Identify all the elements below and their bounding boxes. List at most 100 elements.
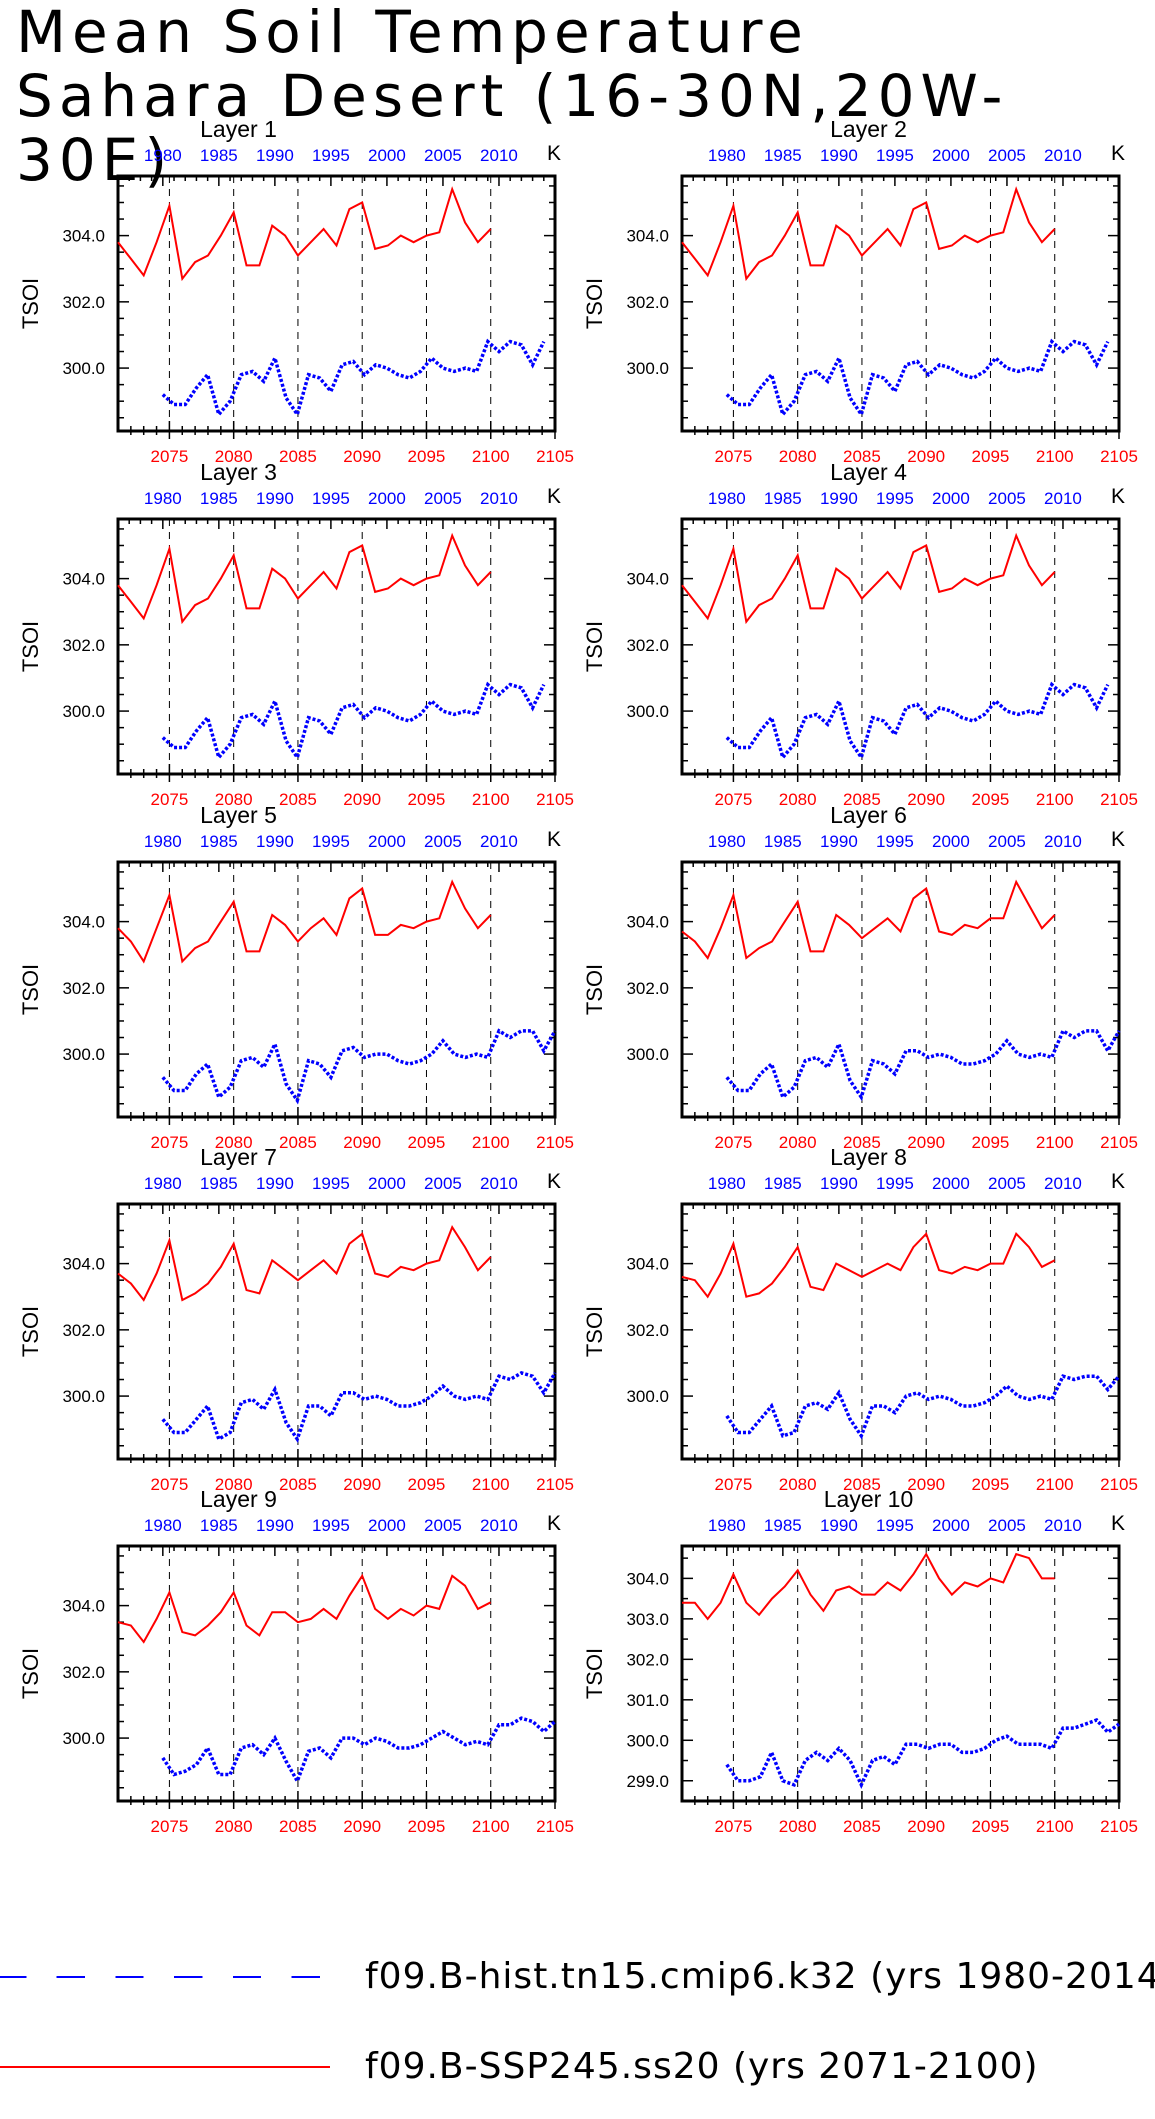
y-axis-label: TSOI	[18, 964, 43, 1015]
page-title-line-2: Sahara Desert (16-30N,20W-30E)	[16, 62, 1009, 194]
panel-title: Layer 4	[830, 459, 907, 485]
x-tick-label-bottom: 2080	[779, 1475, 817, 1494]
x-tick-label-bottom: 2095	[972, 1475, 1010, 1494]
series-ssp245-line	[681, 1231, 1056, 1299]
x-tick-label-bottom: 2090	[343, 790, 381, 809]
series-ssp245-line	[117, 879, 492, 964]
x-tick-label-top: 2005	[988, 1174, 1026, 1193]
y-axis-label: TSOI	[582, 964, 607, 1015]
series-hist-line	[161, 1371, 557, 1443]
x-tick-label-bottom: 2095	[408, 1133, 446, 1152]
panel-2: Layer 2 K 2075 2080 2085 2090 2095 2100 2105 1980…	[582, 116, 1138, 466]
x-tick-label-top: 1995	[876, 1516, 914, 1535]
x-tick-label-top: 1995	[876, 146, 914, 165]
x-tick-label-bottom: 2085	[843, 1133, 881, 1152]
x-tick-label-top: 2010	[1044, 832, 1082, 851]
plot-frame	[680, 517, 1121, 776]
panel-3: Layer 3 K 2075 2080 2085 2090 2095 2100 2105 1980…	[18, 459, 574, 809]
x-tick-label-top: 2000	[368, 832, 406, 851]
x-tick-label-bottom: 2080	[779, 1817, 817, 1836]
chart-grid: Layer 1 K 2075 2080 2085 2090 2095 2100 2105 1980…	[18, 116, 1138, 1836]
x-tick-label-bottom: 2080	[215, 1817, 253, 1836]
y-tick-label: 300.0	[62, 1387, 105, 1406]
plot-frame	[680, 860, 1121, 1119]
unit-label: K	[1111, 142, 1125, 165]
x-tick-label-top: 1990	[256, 1516, 294, 1535]
plot-frame	[116, 1544, 557, 1803]
y-tick-label: 304.0	[626, 227, 669, 246]
legend-item-ssp: f09.B-SSP245.ss20 (yrs 2071-2100)	[0, 2038, 1155, 2098]
y-tick-label: 302.0	[62, 1321, 105, 1340]
x-tick-label-bottom: 2095	[972, 447, 1010, 466]
x-tick-label-bottom: 2080	[779, 1133, 817, 1152]
plot-frame	[680, 174, 1121, 433]
legend-item-hist: f09.B-hist.tn15.cmip6.k32 (yrs 1980-2014…	[0, 1948, 1155, 2008]
x-tick-label-top: 2005	[424, 146, 462, 165]
x-tick-label-top: 1980	[708, 146, 746, 165]
x-tick-label-top: 1980	[144, 1516, 182, 1535]
y-tick-label: 302.0	[626, 1321, 669, 1340]
x-tick-label-top: 1985	[764, 146, 802, 165]
x-tick-label-top: 2000	[932, 832, 970, 851]
x-tick-label-bottom: 2100	[472, 1133, 510, 1152]
page-title: Mean Soil Temperature Sahara Desert (16-…	[16, 0, 1155, 192]
x-tick-label-bottom: 2085	[279, 1475, 317, 1494]
panel-title: Layer 8	[830, 1144, 907, 1170]
x-tick-label-bottom: 2075	[714, 447, 752, 466]
legend-label-ssp: f09.B-SSP245.ss20 (yrs 2071-2100)	[365, 2046, 1039, 2087]
x-tick-label-top: 1980	[144, 832, 182, 851]
plot-frame	[680, 1202, 1121, 1461]
y-tick-label: 302.0	[626, 1650, 669, 1669]
y-tick-label: 302.0	[62, 979, 105, 998]
x-tick-label-top: 2005	[424, 832, 462, 851]
legend-label-hist: f09.B-hist.tn15.cmip6.k32 (yrs 1980-2014…	[365, 1956, 1155, 1997]
y-tick-label: 304.0	[62, 570, 105, 589]
x-tick-label-top: 1990	[256, 1174, 294, 1193]
x-tick-label-top: 2000	[932, 146, 970, 165]
legend-swatch-hist	[0, 1976, 330, 1978]
x-tick-label-top: 1990	[256, 489, 294, 508]
x-tick-label-bottom: 2095	[408, 790, 446, 809]
x-tick-label-bottom: 2075	[714, 1133, 752, 1152]
x-tick-label-top: 1985	[764, 1516, 802, 1535]
x-tick-label-bottom: 2105	[536, 447, 574, 466]
x-tick-label-top: 1995	[312, 1174, 350, 1193]
x-tick-label-bottom: 2080	[215, 790, 253, 809]
series-hist-line	[725, 338, 1110, 419]
x-tick-label-bottom: 2075	[150, 447, 188, 466]
x-tick-label-bottom: 2105	[1100, 1817, 1138, 1836]
panel-4: Layer 4 K 2075 2080 2085 2090 2095 2100 2105 1980…	[582, 459, 1138, 809]
x-tick-label-top: 1985	[200, 1174, 238, 1193]
y-tick-label: 302.0	[626, 979, 669, 998]
y-tick-label: 304.0	[626, 913, 669, 932]
x-tick-label-bottom: 2085	[843, 447, 881, 466]
series-hist-line	[161, 1028, 557, 1105]
panel-title: Layer 10	[824, 1486, 914, 1512]
x-tick-label-bottom: 2080	[779, 790, 817, 809]
x-tick-label-top: 2000	[932, 1174, 970, 1193]
series-ssp245-line	[681, 186, 1056, 282]
x-tick-label-top: 1995	[312, 146, 350, 165]
x-tick-label-top: 1985	[200, 1516, 238, 1535]
x-tick-label-bottom: 2090	[907, 1133, 945, 1152]
x-tick-label-bottom: 2075	[714, 1817, 752, 1836]
unit-label: K	[1111, 485, 1125, 508]
y-tick-label: 304.0	[626, 1255, 669, 1274]
x-tick-label-top: 1980	[144, 146, 182, 165]
x-tick-label-bottom: 2075	[150, 790, 188, 809]
y-tick-label: 304.0	[626, 570, 669, 589]
unit-label: K	[1111, 1512, 1125, 1535]
x-tick-label-bottom: 2105	[536, 790, 574, 809]
series-hist-line	[161, 338, 546, 419]
x-tick-label-bottom: 2090	[907, 447, 945, 466]
x-tick-label-bottom: 2085	[279, 1817, 317, 1836]
x-tick-label-bottom: 2100	[1036, 1817, 1074, 1836]
x-tick-label-bottom: 2100	[472, 790, 510, 809]
x-tick-label-bottom: 2075	[714, 1475, 752, 1494]
x-tick-label-top: 1990	[256, 146, 294, 165]
y-tick-label: 300.0	[62, 359, 105, 378]
y-tick-label: 302.0	[626, 293, 669, 312]
x-tick-label-top: 1990	[820, 146, 858, 165]
series-hist-line	[725, 681, 1110, 762]
y-tick-label: 304.0	[62, 227, 105, 246]
